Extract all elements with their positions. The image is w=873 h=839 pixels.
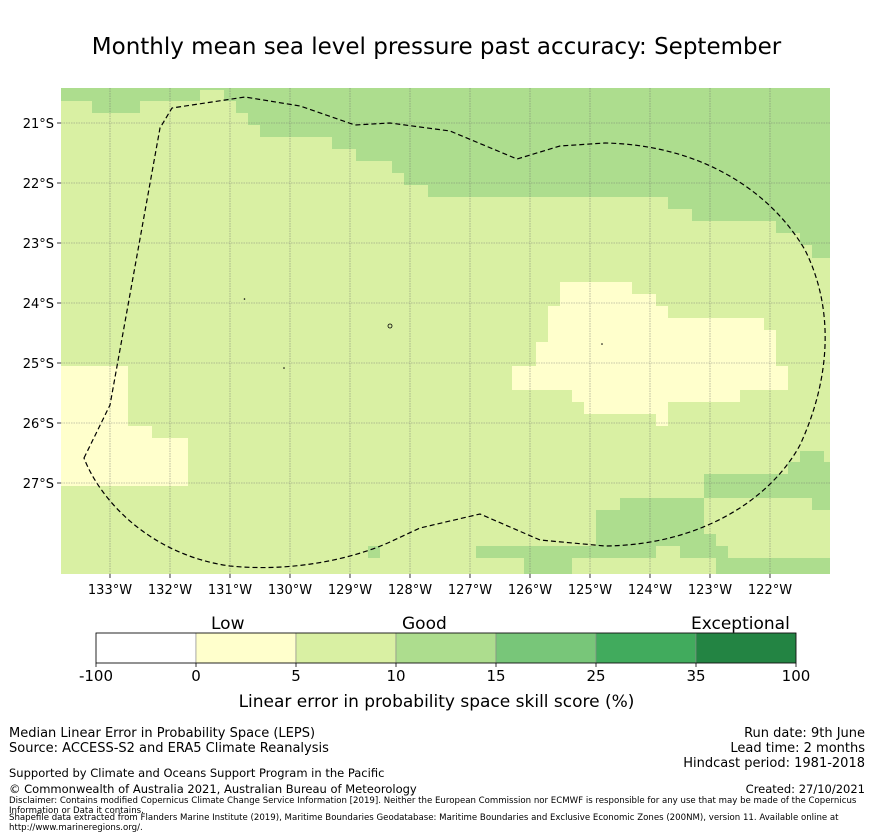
map-gridlines <box>61 88 830 574</box>
latitude-tick-label: 27°S <box>23 477 54 492</box>
longitude-tick-label: 133°W <box>88 583 132 598</box>
longitude-labels: 133°W 132°W 131°W 130°W 129°W 128°W 127°W 126°W… <box>88 583 792 598</box>
footer-leps: Median Linear Error in Probability Space… <box>9 726 316 741</box>
island-marker <box>283 367 285 369</box>
very-good-skill-region <box>704 451 830 510</box>
island-marker <box>601 343 603 345</box>
legend-category-low: Low <box>211 614 245 634</box>
colorbar <box>95 632 797 667</box>
colorbar-axis-label: Linear error in probability space skill … <box>238 692 635 712</box>
longitude-tick-label: 130°W <box>268 583 312 598</box>
footer-shapefile-credit: Shapefile data extracted from Flanders M… <box>9 813 839 833</box>
colorbar-tick-label: 15 <box>486 667 506 685</box>
legend-category-exceptional: Exceptional <box>691 614 790 634</box>
latitude-tick-label: 23°S <box>23 237 54 252</box>
chart-title: Monthly mean sea level pressure past acc… <box>91 34 782 60</box>
footer-supported: Supported by Climate and Oceans Support … <box>9 766 385 780</box>
latitude-tick-marks <box>57 122 61 484</box>
footer-source: Source: ACCESS-S2 and ERA5 Climate Reana… <box>9 741 329 756</box>
longitude-tick-marks <box>109 574 771 578</box>
very-good-skill-region <box>368 498 830 574</box>
colorbar-bin <box>495 632 597 664</box>
latitude-tick-label: 25°S <box>23 357 54 372</box>
longitude-tick-label: 127°W <box>448 583 492 598</box>
colorbar-tick-label: 10 <box>386 667 406 685</box>
skill-fill-regions <box>61 88 830 574</box>
longitude-tick-label: 131°W <box>208 583 252 598</box>
colorbar-tick-label: 5 <box>291 667 301 685</box>
footer-run-date: Run date: 9th June <box>744 726 865 741</box>
footer-disclaimer: Disclaimer: Contains modified Copernicus… <box>9 796 857 816</box>
longitude-tick-label: 126°W <box>508 583 552 598</box>
low-skill-region <box>61 366 188 486</box>
latitude-labels: 21°S 22°S 23°S 24°S 25°S 26°S 27°S <box>23 117 54 492</box>
very-good-skill-region <box>61 88 830 258</box>
colorbar-tick-label: 25 <box>586 667 606 685</box>
longitude-tick-label: 123°W <box>688 583 732 598</box>
longitude-tick-label: 129°W <box>328 583 372 598</box>
longitude-tick-label: 124°W <box>628 583 672 598</box>
colorbar-tick-label: 35 <box>686 667 706 685</box>
colorbar-bin <box>695 632 797 664</box>
colorbar-bin <box>595 632 697 664</box>
footer-copyright: © Commonwealth of Australia 2021, Austra… <box>9 782 417 796</box>
colorbar-bin <box>295 632 397 664</box>
colorbar-tick-label: 100 <box>781 667 811 685</box>
latitude-tick-label: 21°S <box>23 117 54 132</box>
island-marker <box>387 323 393 329</box>
legend-category-good: Good <box>402 614 447 634</box>
longitude-tick-label: 125°W <box>568 583 612 598</box>
latitude-tick-label: 26°S <box>23 417 54 432</box>
skill-map: 133°W 132°W 131°W 130°W 129°W 128°W 127°W 126°W… <box>23 88 830 598</box>
latitude-tick-label: 24°S <box>23 297 54 312</box>
footer-lead-time: Lead time: 2 months <box>730 741 865 756</box>
colorbar-bin <box>95 632 197 664</box>
footer-hindcast: Hindcast period: 1981-2018 <box>683 756 865 771</box>
colorbar-bin <box>195 632 297 664</box>
colorbar-tick-label: 0 <box>191 667 201 685</box>
footer-created: Created: 27/10/2021 <box>745 782 865 796</box>
longitude-tick-label: 122°W <box>748 583 792 598</box>
longitude-tick-label: 132°W <box>148 583 192 598</box>
island-marker <box>243 298 246 300</box>
island-markers <box>243 298 603 369</box>
colorbar-tick-label: -100 <box>78 667 114 685</box>
eez-boundary-line <box>83 96 826 569</box>
colorbar-bin <box>395 632 497 664</box>
longitude-tick-label: 128°W <box>388 583 432 598</box>
latitude-tick-label: 22°S <box>23 177 54 192</box>
